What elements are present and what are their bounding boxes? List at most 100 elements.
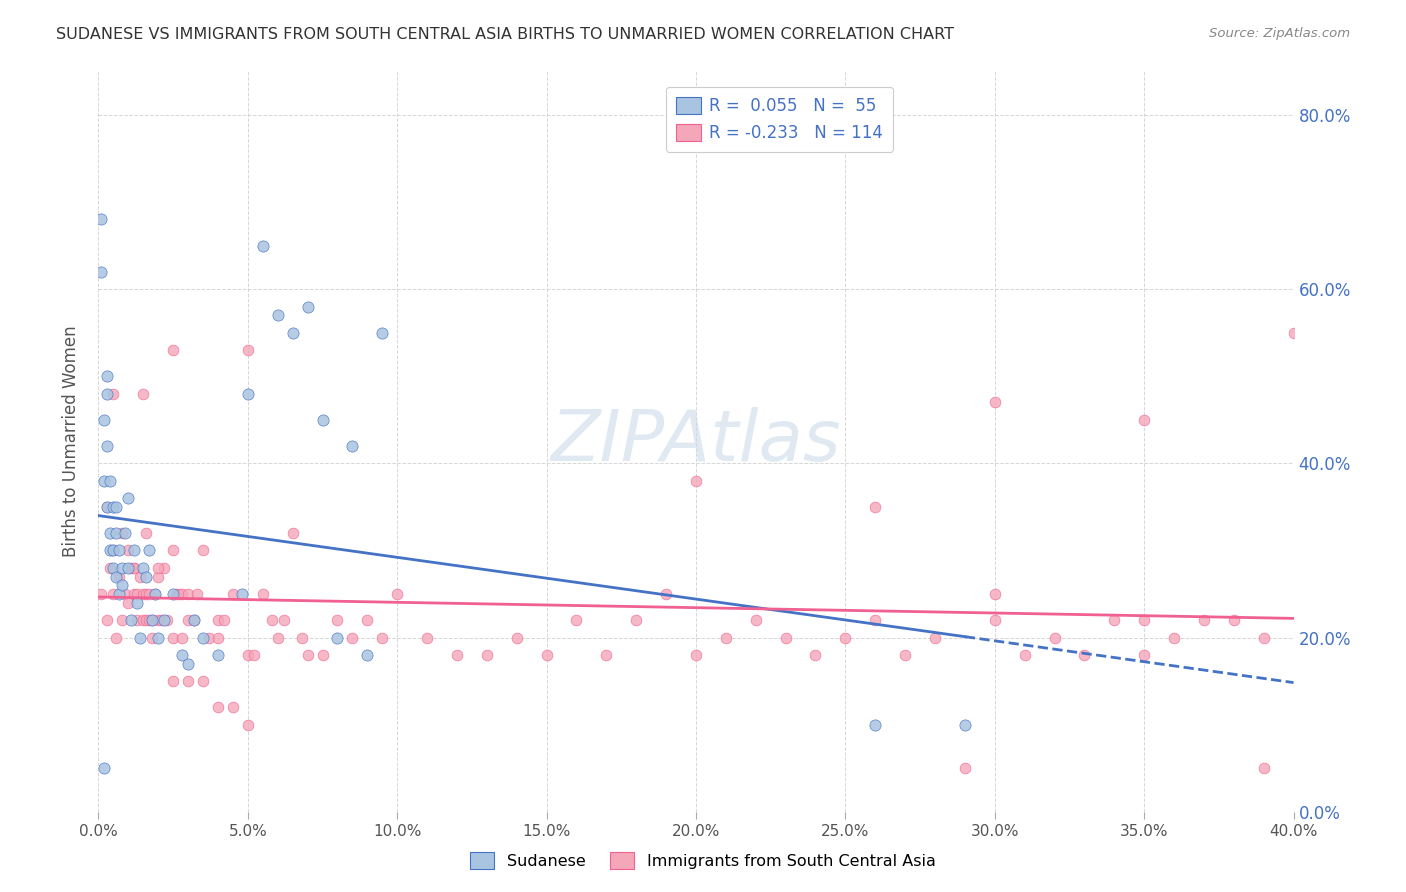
Point bbox=[138, 613, 160, 627]
Point bbox=[953, 717, 976, 731]
Point bbox=[141, 613, 163, 627]
Point bbox=[162, 343, 184, 357]
Point bbox=[96, 369, 118, 384]
Point bbox=[1014, 648, 1036, 662]
Point bbox=[685, 474, 707, 488]
Point bbox=[267, 308, 290, 322]
Point bbox=[371, 326, 394, 340]
Point bbox=[865, 717, 887, 731]
Point bbox=[103, 543, 125, 558]
Point bbox=[865, 613, 887, 627]
Point bbox=[243, 648, 266, 662]
Point bbox=[356, 648, 378, 662]
Point bbox=[108, 587, 131, 601]
Point bbox=[212, 613, 235, 627]
Point bbox=[198, 631, 221, 645]
Point bbox=[953, 761, 976, 775]
Point bbox=[108, 569, 131, 583]
Text: Source: ZipAtlas.com: Source: ZipAtlas.com bbox=[1209, 27, 1350, 40]
Point bbox=[207, 648, 229, 662]
Point bbox=[103, 587, 125, 601]
Point bbox=[172, 631, 194, 645]
Point bbox=[162, 631, 184, 645]
Point bbox=[148, 569, 170, 583]
Point bbox=[141, 613, 163, 627]
Point bbox=[129, 631, 152, 645]
Point bbox=[1192, 613, 1215, 627]
Point bbox=[536, 648, 558, 662]
Point bbox=[96, 439, 118, 453]
Point bbox=[120, 613, 142, 627]
Point bbox=[446, 648, 468, 662]
Point bbox=[165, 587, 187, 601]
Point bbox=[252, 238, 274, 252]
Point bbox=[143, 587, 166, 601]
Point bbox=[297, 300, 319, 314]
Point bbox=[273, 613, 295, 627]
Point bbox=[105, 500, 128, 514]
Point bbox=[342, 439, 364, 453]
Point bbox=[127, 613, 149, 627]
Point bbox=[135, 613, 157, 627]
Point bbox=[252, 587, 274, 601]
Point bbox=[565, 613, 588, 627]
Point bbox=[98, 474, 122, 488]
Point bbox=[475, 648, 498, 662]
Point bbox=[114, 587, 136, 601]
Y-axis label: Births to Unmarried Women: Births to Unmarried Women bbox=[62, 326, 80, 558]
Point bbox=[98, 543, 122, 558]
Point bbox=[129, 569, 152, 583]
Point bbox=[111, 561, 134, 575]
Point bbox=[1133, 613, 1156, 627]
Point bbox=[281, 526, 304, 541]
Point bbox=[177, 613, 200, 627]
Point bbox=[655, 587, 678, 601]
Point bbox=[1073, 648, 1095, 662]
Point bbox=[132, 613, 155, 627]
Point bbox=[326, 631, 349, 645]
Point bbox=[865, 500, 887, 514]
Point bbox=[207, 631, 229, 645]
Point bbox=[267, 631, 290, 645]
Point bbox=[138, 587, 160, 601]
Point bbox=[172, 587, 194, 601]
Point bbox=[1043, 631, 1066, 645]
Point bbox=[96, 613, 118, 627]
Point bbox=[124, 543, 146, 558]
Point bbox=[103, 500, 125, 514]
Point bbox=[177, 657, 200, 671]
Point bbox=[127, 596, 149, 610]
Point bbox=[191, 543, 214, 558]
Point bbox=[111, 578, 134, 592]
Point bbox=[834, 631, 856, 645]
Point bbox=[117, 561, 139, 575]
Point bbox=[685, 648, 707, 662]
Point bbox=[124, 561, 146, 575]
Point bbox=[148, 613, 170, 627]
Point bbox=[108, 543, 131, 558]
Point bbox=[124, 587, 146, 601]
Point bbox=[183, 613, 205, 627]
Point bbox=[153, 613, 176, 627]
Point bbox=[506, 631, 529, 645]
Point bbox=[111, 526, 134, 541]
Point bbox=[595, 648, 617, 662]
Point bbox=[311, 413, 333, 427]
Point bbox=[1163, 631, 1185, 645]
Point bbox=[371, 631, 394, 645]
Point bbox=[1133, 648, 1156, 662]
Point bbox=[135, 526, 157, 541]
Point bbox=[93, 474, 115, 488]
Point bbox=[114, 526, 136, 541]
Point bbox=[93, 413, 115, 427]
Point bbox=[127, 587, 149, 601]
Point bbox=[105, 631, 128, 645]
Point bbox=[156, 613, 179, 627]
Point bbox=[1133, 413, 1156, 427]
Point bbox=[117, 596, 139, 610]
Point bbox=[105, 569, 128, 583]
Point bbox=[1223, 613, 1246, 627]
Point bbox=[124, 561, 146, 575]
Point bbox=[90, 587, 112, 601]
Point bbox=[894, 648, 917, 662]
